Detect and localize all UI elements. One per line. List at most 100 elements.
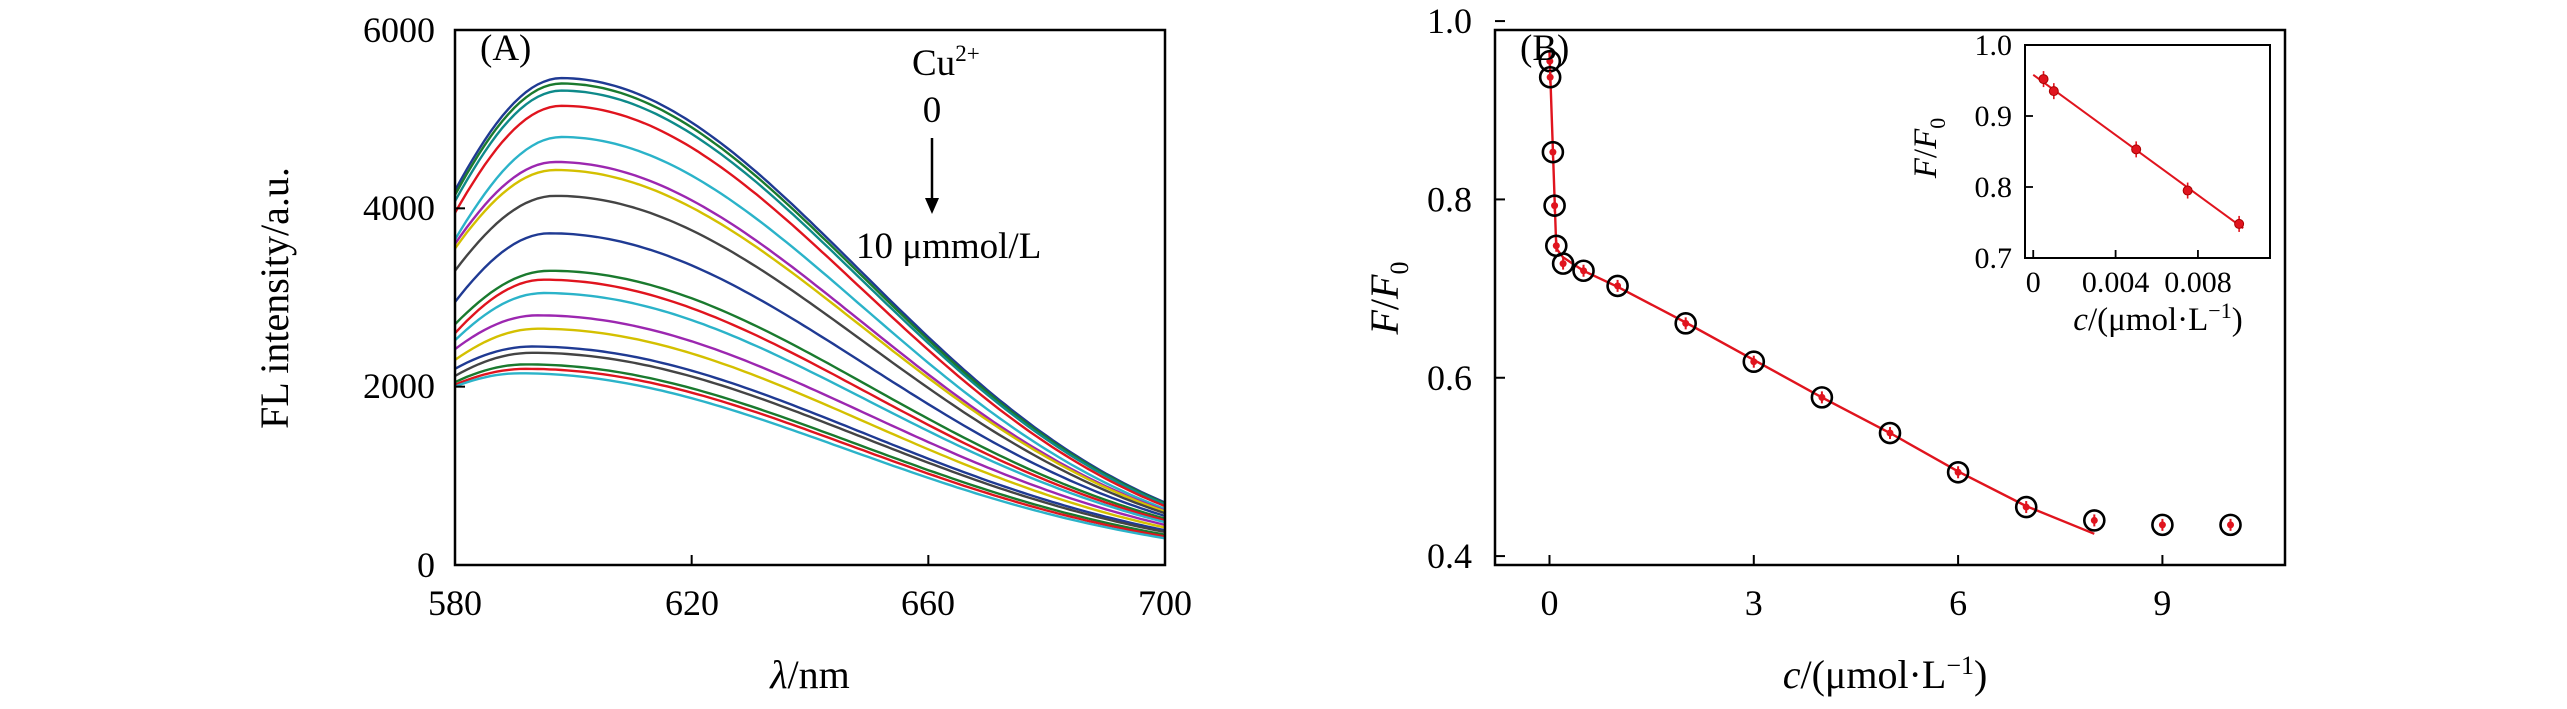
data-point-center [1559, 260, 1567, 268]
spectrum-line [453, 76, 1166, 504]
panel-b-plot-frame [1493, 28, 2287, 567]
panel-b-y-axis-subscript: 0 [1385, 262, 1414, 275]
data-point [1946, 460, 1970, 484]
inset-x-tick-label: 0 [2026, 266, 2041, 299]
panel-a-concentration-end: 10 μmmol/L [856, 226, 1041, 267]
spectrum-line [454, 269, 1166, 520]
inset-y-tick-label: 0.7 [1975, 242, 2013, 275]
panel-b-inset: 0.7 0.8 0.9 1.0 0 0.004 0.008 c/(μmol·L−… [1908, 29, 2271, 338]
panel-a-ion-symbol: Cu [912, 43, 955, 84]
panel-a: (A) 6000 4000 2000 0 580 620 660 700 FL … [252, 10, 1192, 697]
inset-y-tick-label: 0.9 [1975, 100, 2013, 133]
panel-b-x-tick-label: 6 [1949, 583, 1967, 623]
data-point-center [1614, 282, 1622, 290]
panel-a-y-tick-label: 0 [417, 545, 435, 585]
inset-y-tick-label: 1.0 [1975, 29, 2013, 62]
spectrum-line [454, 367, 1166, 538]
inset-y-axis-subscript: 0 [1925, 118, 1950, 129]
panel-b-fit-group [1548, 52, 2095, 535]
spectrum-line [453, 82, 1166, 505]
spectrum-line [454, 345, 1166, 532]
panel-a-x-tick-label: 700 [1138, 583, 1192, 623]
inset-y-axis-sep: / [1908, 148, 1944, 158]
down-arrow-icon [925, 138, 939, 214]
panel-b-y-tick-label: 0.6 [1427, 358, 1472, 398]
data-point [2151, 513, 2174, 537]
panel-b-x-tick-label: 9 [2153, 583, 2171, 623]
data-point-center [1818, 393, 1826, 401]
panel-a-x-axis-label: λ/nm [769, 652, 850, 697]
panel-a-y-tick-label: 2000 [363, 366, 435, 406]
inset-points-group [2038, 71, 2245, 232]
spectrum-line [454, 327, 1166, 529]
data-point [1538, 65, 1562, 89]
spectrum-line [454, 363, 1166, 536]
panel-b-x-tick-label: 3 [1745, 583, 1763, 623]
data-point [1572, 259, 1595, 283]
panel-a-tick-marks [455, 207, 930, 565]
inset-data-point [2131, 144, 2142, 155]
fit-line [1548, 52, 2095, 535]
panel-b-tick-marks [1495, 20, 2164, 565]
inset-x-axis-unit: /(μmol·L [2088, 302, 2208, 338]
data-point-center [1546, 73, 1554, 81]
inset-plot-frame [2024, 44, 2271, 259]
spectrum-line [453, 104, 1166, 508]
panel-a-plot-frame [453, 28, 1167, 567]
data-point [2083, 509, 2106, 532]
inset-y-tick-label: 0.8 [1975, 171, 2013, 204]
data-point [1541, 140, 1565, 164]
data-point-center [1886, 429, 1894, 437]
inset-x-axis-tail: ) [2232, 302, 2243, 338]
spectrum-line [454, 160, 1166, 512]
inset-x-tick-label: 0.008 [2164, 266, 2232, 299]
panel-a-x-tick-label: 660 [901, 583, 955, 623]
data-point [1674, 312, 1697, 335]
inset-x-tick-label: 0.004 [2082, 266, 2150, 299]
data-point [1538, 49, 1562, 73]
panel-b-y-axis-symbol: F [1362, 310, 1407, 336]
inset-y-axis-symbol: F [1908, 157, 1944, 179]
panel-b-y-axis-sep: / [1362, 298, 1407, 310]
panel-a-series-group [453, 76, 1166, 540]
data-point [1742, 350, 1766, 374]
inset-x-axis-symbol: c [2073, 302, 2088, 338]
spectrum-line [454, 232, 1166, 518]
panel-a-ion-charge: 2+ [955, 41, 979, 66]
panel-b-y-axis-label: F/F0 [1362, 262, 1414, 336]
data-point-center [1750, 358, 1758, 366]
data-point-center [2022, 503, 2030, 511]
panel-b-x-axis-label: c/(μmol·L−1) [1783, 651, 1988, 697]
panel-b-x-axis-tail: ) [1974, 652, 1987, 697]
data-point-center [1549, 148, 1557, 156]
panel-a-ion-label: Cu2+ [912, 41, 980, 84]
data-point-center [1682, 319, 1690, 327]
inset-tick-marks [2025, 44, 2199, 259]
spectrum-line [454, 314, 1166, 527]
data-point-center [2227, 521, 2235, 529]
panel-b-y-axis-symbol2: F [1362, 274, 1407, 300]
spectrum-line [454, 372, 1166, 540]
panel-a-y-tick-label: 4000 [363, 188, 435, 228]
panel-b-points-group [1538, 49, 2242, 537]
inset-data-point [2234, 218, 2245, 229]
inset-data-point [2048, 86, 2059, 97]
inset-background [2025, 45, 2270, 258]
panel-b-y-tick-label: 1.0 [1427, 1, 1472, 41]
spectrum-line [454, 194, 1166, 515]
data-point [1810, 386, 1834, 409]
spectrum-line [454, 168, 1166, 513]
panel-b-label: (B) [1520, 28, 1569, 69]
spectrum-line [454, 351, 1166, 534]
panel-a-x-axis-symbol: λ [769, 652, 787, 697]
data-point [2219, 513, 2242, 537]
panel-a-concentration-start: 0 [923, 90, 942, 131]
spectrum-line [454, 278, 1166, 522]
inset-x-axis-label: c/(μmol·L−1) [2073, 298, 2242, 338]
panel-a-label: (A) [480, 28, 531, 69]
data-point [1606, 274, 1629, 298]
inset-x-axis-exp: −1 [2208, 298, 2231, 323]
data-point-center [1551, 202, 1559, 210]
data-point-center [2090, 516, 2098, 524]
